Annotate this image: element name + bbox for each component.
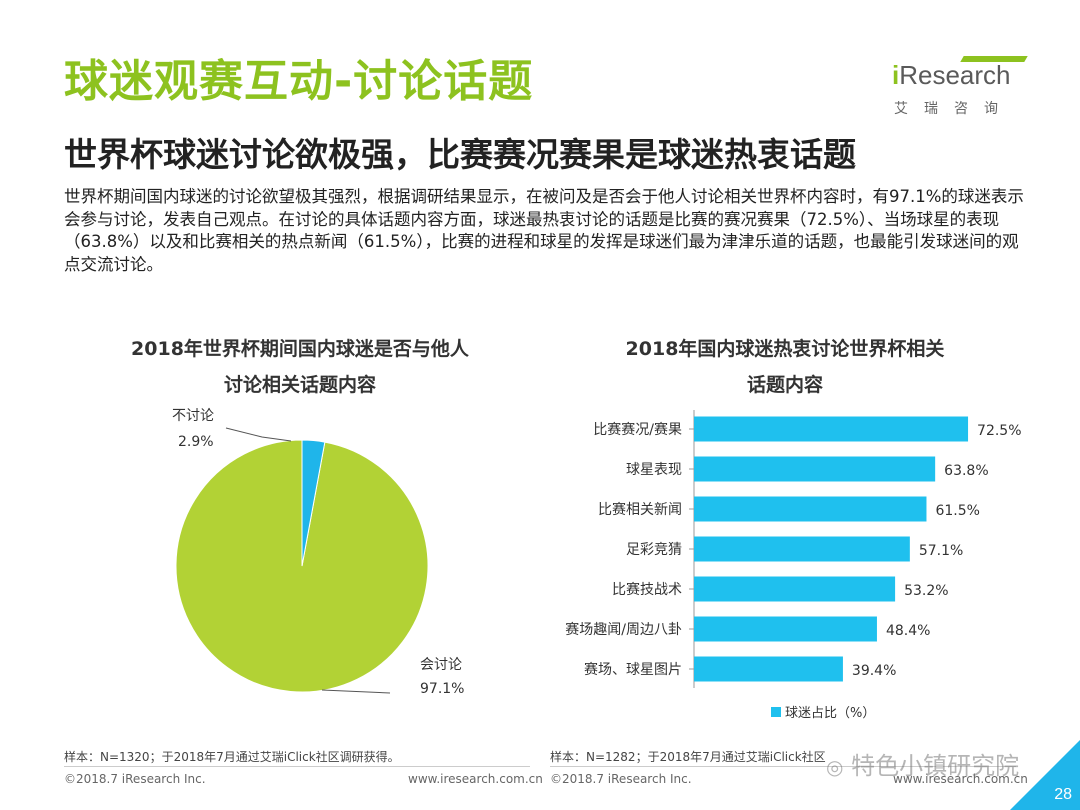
page-corner-triangle [1010, 740, 1080, 810]
pie-value-label-1: 2.9% [178, 434, 214, 450]
logo-chinese: 艾瑞咨询 [894, 101, 1014, 117]
logo-english: iResearch [892, 60, 1011, 90]
bar-1 [694, 456, 936, 482]
bar-category-label-1: 球星表现 [626, 462, 682, 478]
bar-category-label-0: 比赛赛况/赛果 [593, 422, 682, 438]
source-note-right: 样本：N=1282；于2018年7月通过艾瑞iClick社区 [550, 750, 826, 764]
bar-value-label-6: 39.4% [852, 663, 896, 679]
bar-legend-label: 球迷占比（%） [785, 706, 875, 721]
pie-value-label-0: 97.1% [420, 681, 464, 697]
copyright-left: ©2018.7 iResearch Inc. [64, 772, 206, 786]
page-subtitle: 世界杯球迷讨论欲极强，比赛赛况赛果是球迷热衷话题 [64, 135, 856, 174]
description-paragraph: 世界杯期间国内球迷的讨论欲望极其强烈，根据调研结果显示，在被问及是否会于他人讨论… [64, 187, 1024, 274]
pie-label-1: 不讨论 [172, 408, 214, 424]
copyright-right: ©2018.7 iResearch Inc. [550, 772, 692, 786]
bar-category-label-6: 赛场、球星图片 [584, 662, 682, 678]
bar-category-label-4: 比赛技战术 [612, 582, 682, 598]
bar-4 [694, 576, 896, 602]
watermark: ◎ 特色小镇研究院 [826, 752, 1020, 780]
pie-slice-1 [301, 439, 326, 567]
bar-value-label-2: 61.5% [935, 503, 979, 519]
bar-value-label-0: 72.5% [977, 423, 1021, 439]
website-url-left: www.iresearch.com.cn [408, 772, 543, 786]
page-title: 球迷观赛互动-讨论话题 [64, 56, 534, 107]
bar-legend-swatch [771, 707, 781, 717]
bar-5 [694, 616, 877, 642]
bar-value-label-1: 63.8% [944, 463, 988, 479]
footer-divider-right [550, 766, 1016, 767]
page-number: 28 [1054, 786, 1072, 803]
pie-leader-line-0 [321, 689, 391, 694]
pie-label-0: 会讨论 [420, 657, 462, 673]
bar-2 [694, 496, 927, 522]
iresearch-logo: iResearch 艾瑞咨询 [892, 56, 1028, 124]
bar-value-label-3: 57.1% [919, 543, 963, 559]
source-note-left: 样本：N=1320；于2018年7月通过艾瑞iClick社区调研获得。 [64, 750, 400, 764]
bar-6 [694, 656, 843, 682]
bar-category-label-5: 赛场趣闻/周边八卦 [565, 622, 682, 638]
bar-3 [694, 536, 910, 562]
footer-divider-left [64, 766, 530, 767]
bar-value-label-4: 53.2% [904, 583, 948, 599]
pie-leader-line-1 [225, 427, 292, 442]
bar-chart-title: 2018年国内球迷热衷讨论世界杯相关 话题内容 [625, 338, 945, 396]
pie-chart-title: 2018年世界杯期间国内球迷是否与他人 讨论相关话题内容 [131, 338, 469, 396]
bar-category-label-2: 比赛相关新闻 [598, 502, 682, 518]
bar-value-label-5: 48.4% [886, 623, 930, 639]
website-url-right: www.iresearch.com.cn [893, 772, 1028, 786]
bar-category-label-3: 足彩竞猜 [626, 541, 682, 558]
wechat-icon: ◎ [826, 755, 844, 779]
bar-0 [694, 416, 969, 442]
